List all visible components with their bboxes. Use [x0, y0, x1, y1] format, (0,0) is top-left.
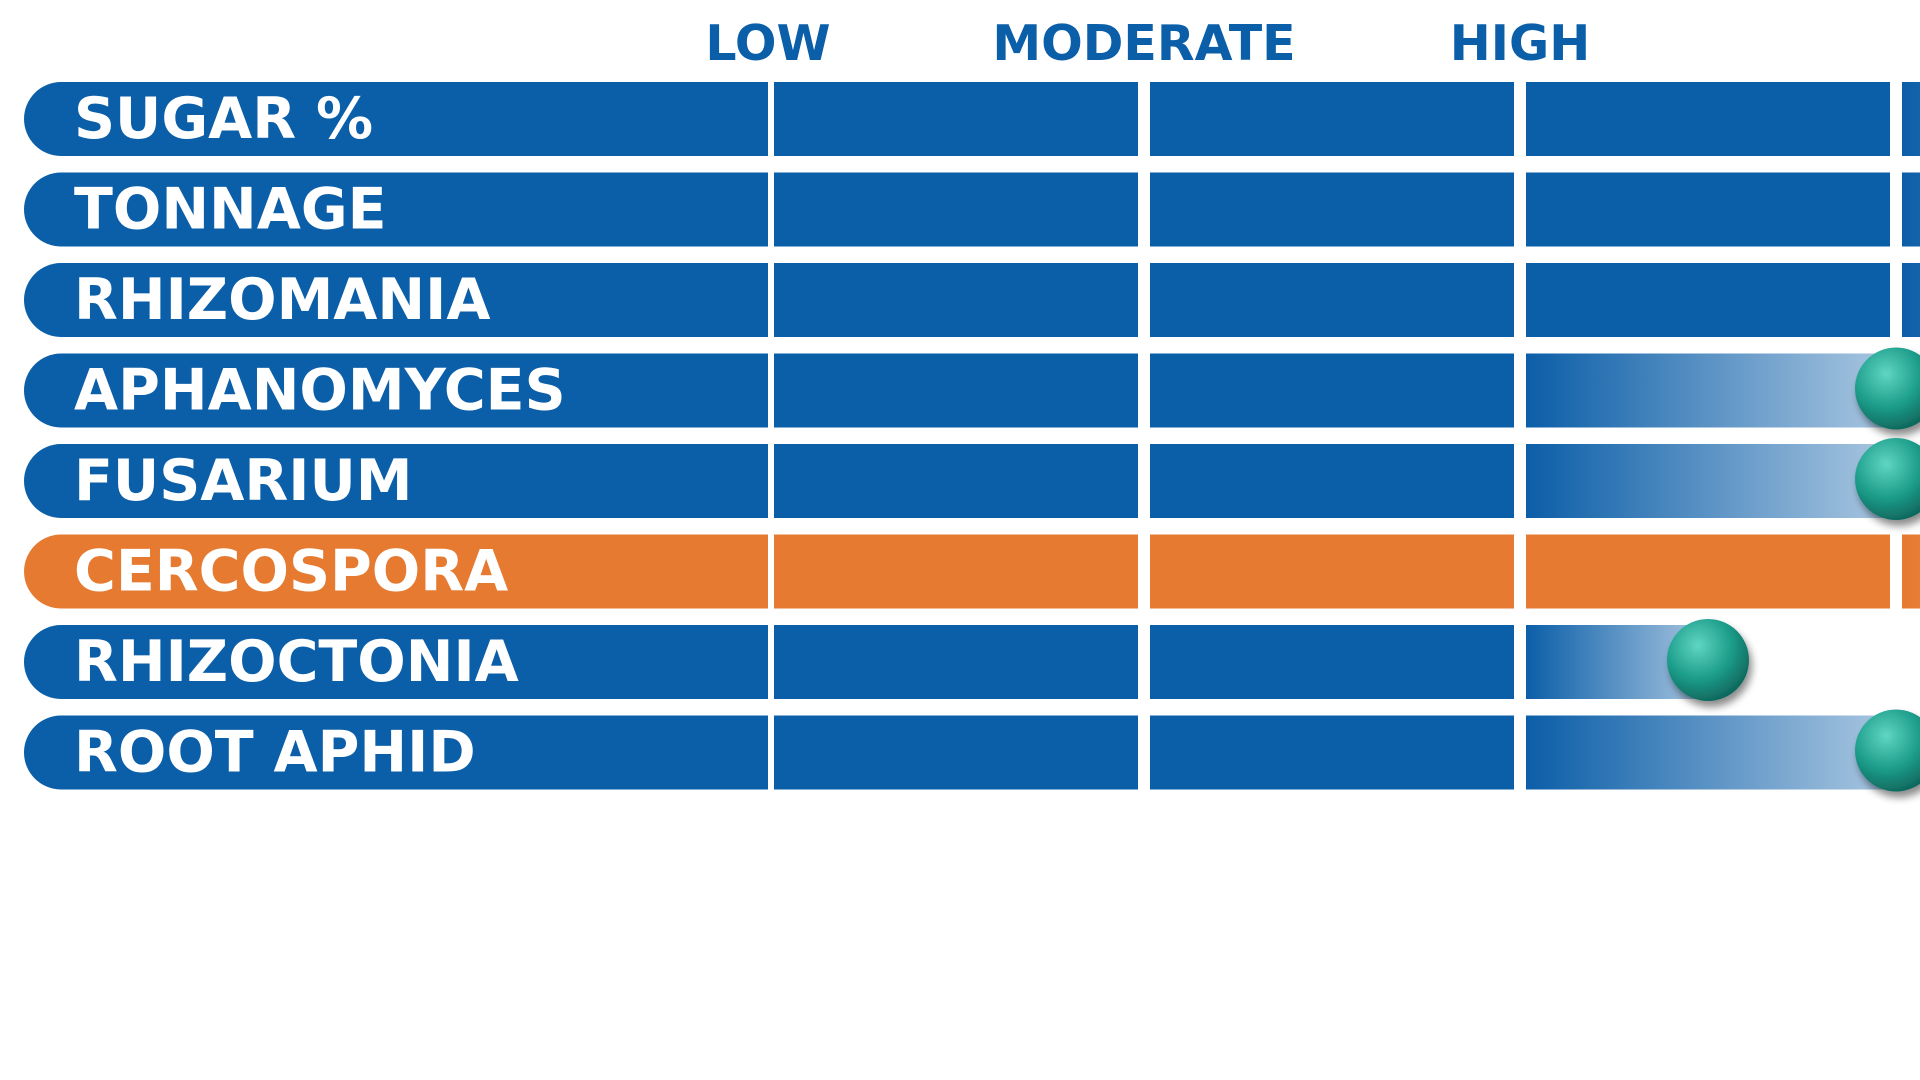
rating-marker: [1855, 347, 1920, 430]
bar-segment: [1902, 534, 1920, 609]
bar-segment: [1150, 625, 1514, 699]
bar-segment: [1526, 444, 1890, 518]
row-label-cell: [24, 172, 769, 247]
bar-segment: [1526, 82, 1890, 156]
row-label-text: RHIZOMANIA: [74, 267, 490, 333]
bar-segment: [1150, 444, 1514, 518]
bar-segment: [1902, 172, 1920, 247]
row-label-text: RHIZOCTONIA: [74, 629, 519, 695]
bar-segment: [1150, 353, 1514, 428]
row-fusarium: FUSARIUM: [24, 438, 1920, 520]
level-label-low: LOW: [705, 15, 830, 72]
row-label-cell: [24, 82, 769, 156]
row-rhizomania: RHIZOMANIA: [24, 263, 1920, 337]
rating-marker: [1667, 619, 1749, 701]
bar-segment: [1150, 82, 1514, 156]
bar-segment: [1150, 715, 1514, 790]
bar-segment: [1526, 715, 1890, 790]
bar-segment: [774, 715, 1138, 790]
bar-segment: [1150, 534, 1514, 609]
row-label-cell: [24, 625, 768, 699]
row-aphanomyces: APHANOMYCES: [24, 347, 1920, 430]
bar-segment: [1150, 172, 1514, 247]
bar-segment: [774, 82, 1138, 156]
bar-segment: [774, 444, 1138, 518]
row-label-text: CERCOSPORA: [74, 539, 508, 605]
bar-segment: [774, 625, 1138, 699]
row-label-text: SUGAR %: [74, 86, 373, 152]
level-label-moderate: MODERATE: [992, 15, 1295, 72]
row-label-cell: [24, 444, 768, 518]
row-label-cell: [24, 353, 769, 428]
row-rhizoctonia: RHIZOCTONIA: [24, 619, 1749, 701]
bar-segment: [774, 263, 1138, 337]
row-label-text: ROOT APHID: [74, 720, 476, 786]
rating-marker: [1855, 438, 1920, 520]
bar-segment: [774, 534, 1138, 609]
bar-segment: [1526, 263, 1890, 337]
bar-segment: [774, 353, 1138, 428]
row-label-text: APHANOMYCES: [74, 358, 566, 424]
row-sugar: SUGAR %: [24, 82, 1920, 156]
bar-segment: [774, 172, 1138, 247]
rating-marker: [1855, 709, 1920, 792]
row-label-cell: [24, 534, 769, 609]
row-tonnage: TONNAGE: [24, 172, 1920, 247]
row-label-cell: [24, 715, 769, 790]
bar-segment: [1902, 82, 1920, 156]
bar-segment: [1902, 263, 1920, 337]
bar-segment: [1526, 353, 1890, 428]
row-label-text: TONNAGE: [74, 177, 387, 243]
row-label-cell: [24, 263, 768, 337]
row-label-text: FUSARIUM: [74, 448, 413, 514]
bar-segment: [1526, 534, 1890, 609]
level-label-high: HIGH: [1450, 15, 1590, 72]
row-root-aphid: ROOT APHID: [24, 709, 1920, 792]
bar-segment: [1526, 172, 1890, 247]
bar-segment: [1150, 263, 1514, 337]
row-cercospora: CERCOSPORA: [24, 534, 1920, 609]
